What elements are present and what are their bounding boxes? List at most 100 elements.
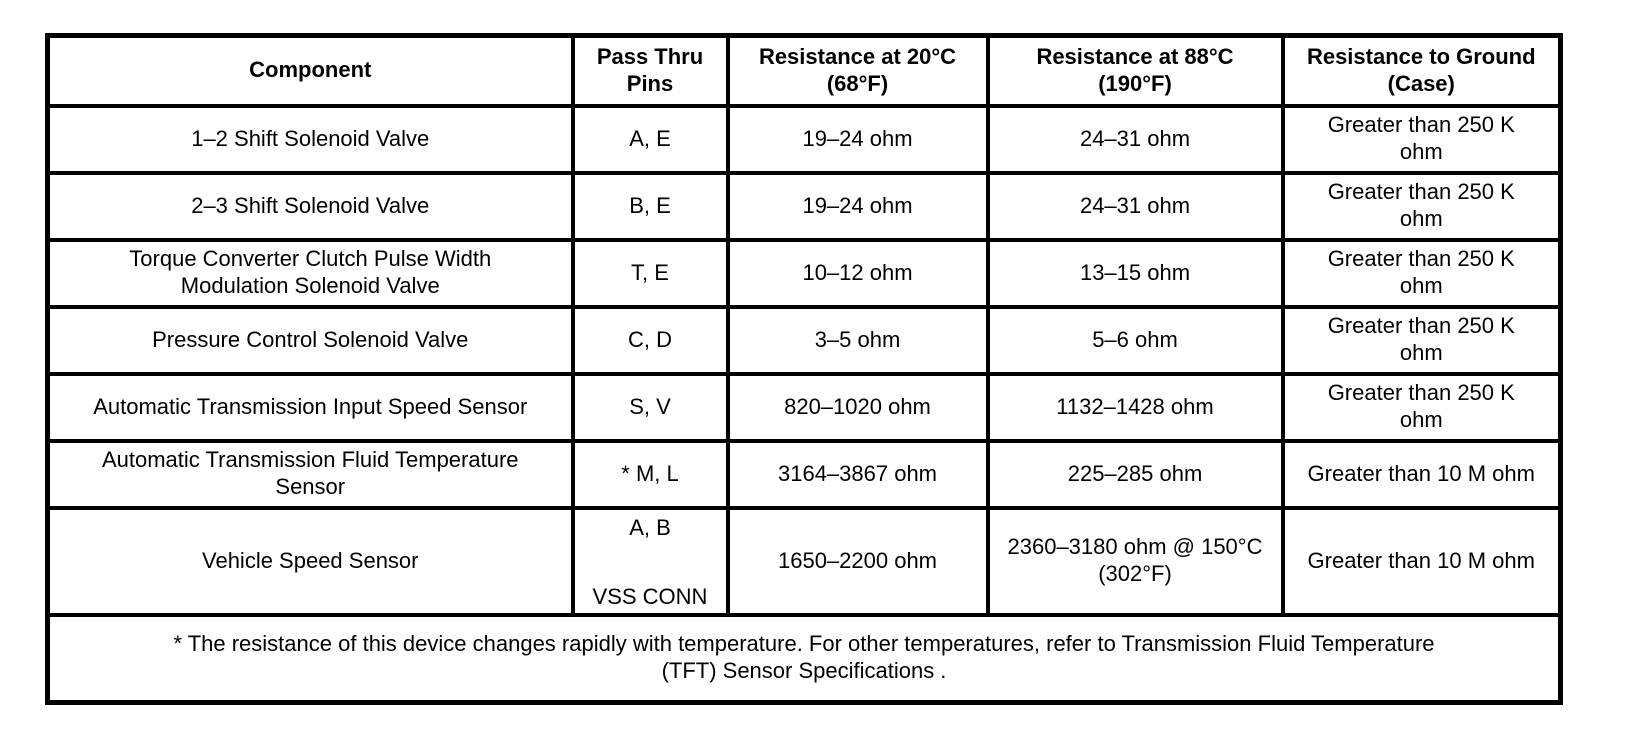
component-cell: Automatic Transmission Fluid Temperature… bbox=[45, 438, 575, 510]
resistance-ground-cell: Greater than 250 K ohm bbox=[1280, 103, 1563, 175]
resistance-ground-cell: Greater than 250 K ohm bbox=[1280, 371, 1563, 443]
resistance-ground-cell: Greater than 10 M ohm bbox=[1280, 438, 1563, 510]
value-line: ohm bbox=[1399, 273, 1443, 298]
pass-thru-pins-cell: B, E bbox=[570, 170, 730, 242]
pins-line: S, V bbox=[629, 393, 671, 419]
value-line: 10–12 ohm bbox=[802, 259, 913, 285]
value-line: 19–24 ohm bbox=[802, 192, 913, 218]
resistance-20c-cell: 820–1020 ohm bbox=[725, 371, 990, 443]
value-line: ohm bbox=[1399, 407, 1443, 432]
pass-thru-pins-cell: A, E bbox=[570, 103, 730, 175]
resistance-88c-cell: 5–6 ohm bbox=[985, 304, 1285, 376]
header-line: Resistance to Ground bbox=[1306, 43, 1536, 69]
value-line: 3164–3867 ohm bbox=[777, 460, 938, 486]
component-line: Vehicle Speed Sensor bbox=[202, 547, 419, 573]
value-line: Greater than 250 K bbox=[1327, 380, 1515, 406]
value-line: Greater than 250 K bbox=[1327, 246, 1515, 272]
value-line: 225–285 ohm bbox=[1067, 460, 1203, 486]
pins-line: * M, L bbox=[621, 460, 679, 486]
resistance-20c-cell: 3–5 ohm bbox=[725, 304, 990, 376]
resistance-88c-cell: 13–15 ohm bbox=[985, 237, 1285, 309]
value-line: 19–24 ohm bbox=[802, 125, 913, 151]
pins-line: C, D bbox=[628, 326, 672, 352]
resistance-20c-cell: 19–24 ohm bbox=[725, 170, 990, 242]
pass-thru-pins-cell: A, B VSS CONN bbox=[570, 505, 730, 617]
pass-thru-pins-cell: C, D bbox=[570, 304, 730, 376]
header-row: Component Pass Thru Pins Resistance at 2… bbox=[45, 33, 1563, 108]
component-cell: Automatic Transmission Input Speed Senso… bbox=[45, 371, 575, 443]
component-cell: 1–2 Shift Solenoid Valve bbox=[45, 103, 575, 175]
value-line: 1132–1428 ohm bbox=[1056, 393, 1214, 419]
component-line: Sensor bbox=[275, 474, 346, 499]
header-line: Resistance at 88°C bbox=[1036, 43, 1234, 69]
value-line: Greater than 250 K bbox=[1327, 112, 1515, 138]
header-component: Component bbox=[45, 33, 575, 108]
table-row: 1–2 Shift Solenoid Valve A, E 19–24 ohm … bbox=[45, 103, 1563, 175]
footnote-row: * The resistance of this device changes … bbox=[45, 612, 1563, 705]
resistance-88c-cell: 225–285 ohm bbox=[985, 438, 1285, 510]
pass-thru-pins-cell: S, V bbox=[570, 371, 730, 443]
value-line: Greater than 10 M ohm bbox=[1307, 460, 1535, 486]
table-row: Automatic Transmission Input Speed Senso… bbox=[45, 371, 1563, 443]
value-line: 1650–2200 ohm bbox=[777, 547, 938, 573]
resistance-20c-cell: 1650–2200 ohm bbox=[725, 505, 990, 617]
resistance-20c-cell: 10–12 ohm bbox=[725, 237, 990, 309]
component-line: 1–2 Shift Solenoid Valve bbox=[191, 125, 430, 151]
value-line: Greater than 250 K bbox=[1327, 179, 1515, 205]
header-resistance-88c: Resistance at 88°C (190°F) bbox=[985, 33, 1285, 108]
value-line: 24–31 ohm bbox=[1079, 192, 1191, 218]
footnote-line: * The resistance of this device changes … bbox=[173, 631, 1435, 657]
value-line: 820–1020 ohm bbox=[784, 393, 931, 419]
pins-split-cell: A, B VSS CONN bbox=[577, 512, 724, 611]
header-line: Pass Thru bbox=[596, 43, 704, 69]
header-line: Pins bbox=[626, 70, 674, 96]
resistance-ground-cell: Greater than 10 M ohm bbox=[1280, 505, 1563, 617]
table-row: Pressure Control Solenoid Valve C, D 3–5… bbox=[45, 304, 1563, 376]
value-line: ohm bbox=[1399, 139, 1443, 164]
component-cell: Pressure Control Solenoid Valve bbox=[45, 304, 575, 376]
table-row: 2–3 Shift Solenoid Valve B, E 19–24 ohm … bbox=[45, 170, 1563, 242]
component-line: Automatic Transmission Input Speed Senso… bbox=[93, 393, 528, 419]
pins-line: B, E bbox=[629, 192, 671, 218]
value-line: (302°F) bbox=[1098, 561, 1172, 586]
value-line: Greater than 250 K bbox=[1327, 313, 1515, 339]
resistance-88c-cell: 24–31 ohm bbox=[985, 103, 1285, 175]
value-line: ohm bbox=[1399, 206, 1443, 231]
value-line: ohm bbox=[1399, 340, 1443, 365]
pass-thru-pins-cell: * M, L bbox=[570, 438, 730, 510]
component-cell: Torque Converter Clutch Pulse Width Modu… bbox=[45, 237, 575, 309]
resistance-spec-table: Component Pass Thru Pins Resistance at 2… bbox=[45, 33, 1563, 705]
header-line: (Case) bbox=[1387, 70, 1455, 96]
resistance-ground-cell: Greater than 250 K ohm bbox=[1280, 237, 1563, 309]
pass-thru-pins-cell: T, E bbox=[570, 237, 730, 309]
pins-line: A, B bbox=[629, 514, 671, 540]
component-cell: 2–3 Shift Solenoid Valve bbox=[45, 170, 575, 242]
resistance-20c-cell: 3164–3867 ohm bbox=[725, 438, 990, 510]
resistance-88c-cell: 1132–1428 ohm bbox=[985, 371, 1285, 443]
pins-line: A, E bbox=[629, 125, 671, 151]
resistance-ground-cell: Greater than 250 K ohm bbox=[1280, 170, 1563, 242]
value-line: Greater than 10 M ohm bbox=[1307, 547, 1535, 573]
value-line: 3–5 ohm bbox=[814, 326, 901, 352]
resistance-88c-cell: 2360–3180 ohm @ 150°C (302°F) bbox=[985, 505, 1285, 617]
value-line: 5–6 ohm bbox=[1092, 326, 1178, 352]
footnote-cell: * The resistance of this device changes … bbox=[45, 612, 1563, 705]
table-row: Automatic Transmission Fluid Temperature… bbox=[45, 438, 1563, 510]
resistance-20c-cell: 19–24 ohm bbox=[725, 103, 990, 175]
table-row: Torque Converter Clutch Pulse Width Modu… bbox=[45, 237, 1563, 309]
header-pass-thru-pins: Pass Thru Pins bbox=[570, 33, 730, 108]
resistance-88c-cell: 24–31 ohm bbox=[985, 170, 1285, 242]
component-line: 2–3 Shift Solenoid Valve bbox=[191, 192, 430, 218]
component-line: Pressure Control Solenoid Valve bbox=[152, 326, 469, 352]
pins-line: T, E bbox=[631, 259, 669, 285]
value-line: 13–15 ohm bbox=[1079, 259, 1191, 285]
component-line: Torque Converter Clutch Pulse Width bbox=[129, 246, 492, 272]
resistance-ground-cell: Greater than 250 K ohm bbox=[1280, 304, 1563, 376]
value-line: 24–31 ohm bbox=[1079, 125, 1191, 151]
header-line: Resistance at 20°C bbox=[758, 43, 957, 69]
value-line: 2360–3180 ohm @ 150°C bbox=[1007, 534, 1263, 560]
header-resistance-ground: Resistance to Ground (Case) bbox=[1280, 33, 1563, 108]
component-line: Modulation Solenoid Valve bbox=[180, 273, 440, 298]
pins-line: VSS CONN bbox=[592, 583, 708, 609]
